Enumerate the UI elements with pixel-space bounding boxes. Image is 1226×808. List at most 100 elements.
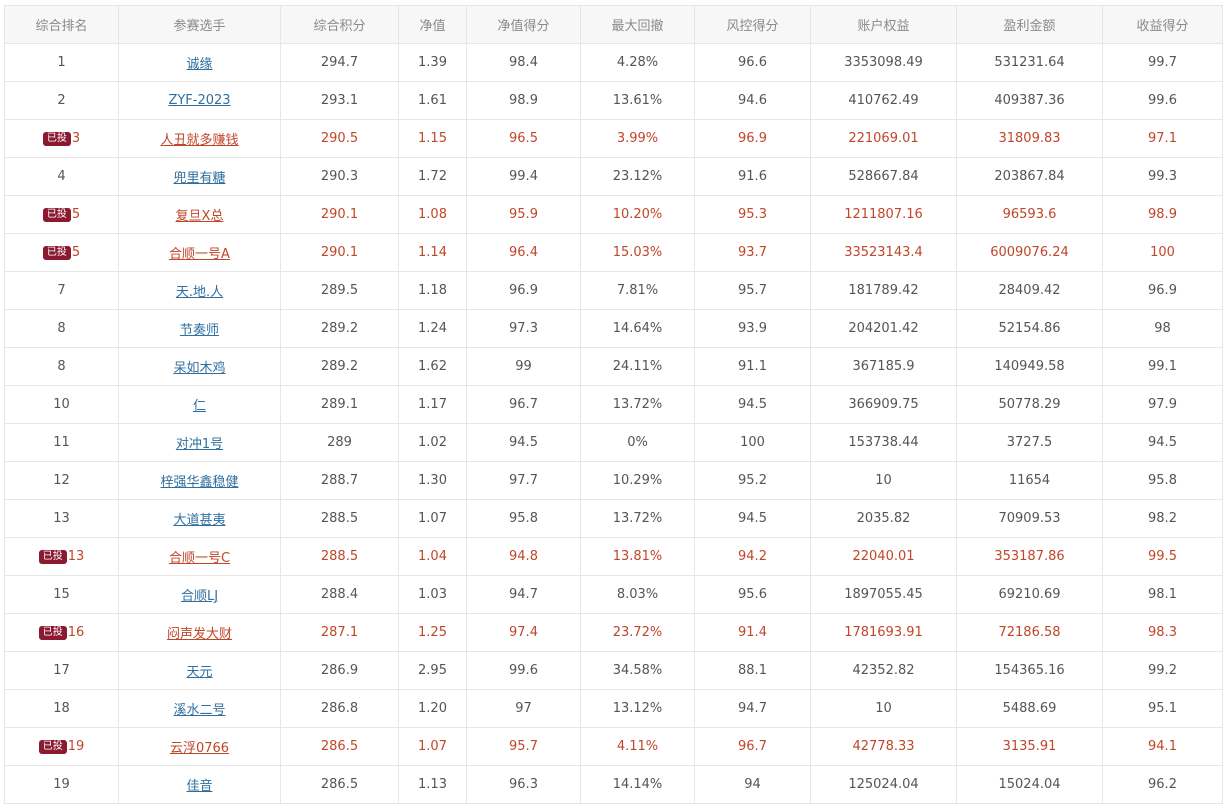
- rank-cell: 1: [4, 43, 119, 82]
- risk-score-cell: 93.7: [694, 233, 811, 272]
- table-row: 13 大道甚夷 288.5 1.07 95.8 13.72% 94.5 2035.82 7090…: [4, 499, 1223, 538]
- header-rank[interactable]: 综合排名: [4, 5, 119, 44]
- header-profit[interactable]: 盈利金额: [956, 5, 1103, 44]
- return-score-cell: 100: [1102, 233, 1223, 272]
- risk-score-cell: 96.6: [694, 43, 811, 82]
- player-link[interactable]: ZYF-2023: [168, 93, 231, 108]
- player-link[interactable]: 梓强华鑫稳健: [160, 475, 239, 490]
- table-row: 4 兜里有糖 290.3 1.72 99.4 23.12% 91.6 528667.84 203…: [4, 157, 1223, 196]
- nav-cell: 1.20: [398, 689, 467, 728]
- risk-score-cell: 94.5: [694, 499, 811, 538]
- header-risk-score[interactable]: 风控得分: [694, 5, 811, 44]
- rank-value: 15: [53, 587, 70, 602]
- nav-score-cell: 96.7: [466, 385, 581, 424]
- player-link[interactable]: 天元: [186, 665, 213, 680]
- rank-cell: 8: [4, 309, 119, 348]
- nav-score-cell: 99.4: [466, 157, 581, 196]
- equity-cell: 125024.04: [810, 765, 957, 804]
- max-drawdown-cell: 24.11%: [580, 347, 695, 386]
- return-score-cell: 99.7: [1102, 43, 1223, 82]
- profit-cell: 3727.5: [956, 423, 1103, 462]
- rank-value: 2: [57, 93, 66, 108]
- return-score-cell: 95.8: [1102, 461, 1223, 500]
- profit-cell: 531231.64: [956, 43, 1103, 82]
- player-cell: 合顺LJ: [118, 575, 281, 614]
- player-cell: 梓强华鑫稳健: [118, 461, 281, 500]
- header-max-drawdown[interactable]: 最大回撤: [580, 5, 695, 44]
- max-drawdown-cell: 14.14%: [580, 765, 695, 804]
- rank-cell: 8: [4, 347, 119, 386]
- player-link[interactable]: 天.地.人: [175, 285, 224, 300]
- header-nav-score[interactable]: 净值得分: [466, 5, 581, 44]
- nav-score-cell: 95.8: [466, 499, 581, 538]
- rank-value: 1: [57, 55, 66, 70]
- player-link[interactable]: 大道甚夷: [173, 513, 226, 528]
- invested-badge: 已投: [42, 208, 71, 222]
- return-score-cell: 98: [1102, 309, 1223, 348]
- player-link[interactable]: 兜里有糖: [173, 171, 226, 186]
- table-row: 已投 5 复旦X总 290.1 1.08 95.9 10.20% 95.3 1211807.16…: [4, 195, 1223, 234]
- table-row: 11 对冲1号 289 1.02 94.5 0% 100 153738.44 3727.5 94.…: [4, 423, 1223, 462]
- nav-cell: 1.72: [398, 157, 467, 196]
- nav-cell: 1.24: [398, 309, 467, 348]
- table-row: 已投 3 人丑就多赚钱 290.5 1.15 96.5 3.99% 96.9 221069.01…: [4, 119, 1223, 158]
- return-score-cell: 98.1: [1102, 575, 1223, 614]
- max-drawdown-cell: 7.81%: [580, 271, 695, 310]
- equity-cell: 181789.42: [810, 271, 957, 310]
- score-cell: 288.5: [280, 499, 399, 538]
- player-link[interactable]: 合顺一号A: [169, 247, 230, 262]
- header-row: 综合排名 参赛选手 综合积分 净值 净值得分 最大回撤 风控得分 账户权益 盈利金额 收益得分: [4, 5, 1223, 44]
- header-player[interactable]: 参赛选手: [118, 5, 281, 44]
- score-cell: 286.5: [280, 765, 399, 804]
- score-cell: 289: [280, 423, 399, 462]
- max-drawdown-cell: 13.72%: [580, 385, 695, 424]
- equity-cell: 1781693.91: [810, 613, 957, 652]
- player-link[interactable]: 呆如木鸡: [173, 361, 226, 376]
- nav-score-cell: 94.5: [466, 423, 581, 462]
- player-link[interactable]: 复旦X总: [175, 209, 224, 224]
- player-cell: 对冲1号: [118, 423, 281, 462]
- invested-badge: 已投: [42, 246, 71, 260]
- max-drawdown-cell: 14.64%: [580, 309, 695, 348]
- risk-score-cell: 96.7: [694, 727, 811, 766]
- player-link[interactable]: 人丑就多赚钱: [160, 133, 239, 148]
- risk-score-cell: 91.1: [694, 347, 811, 386]
- rank-value: 19: [67, 739, 85, 754]
- return-score-cell: 99.5: [1102, 537, 1223, 576]
- nav-score-cell: 98.4: [466, 43, 581, 82]
- rank-cell: 15: [4, 575, 119, 614]
- header-equity[interactable]: 账户权益: [810, 5, 957, 44]
- player-link[interactable]: 闷声发大财: [166, 627, 232, 642]
- player-link[interactable]: 云浮0766: [169, 741, 230, 756]
- equity-cell: 42352.82: [810, 651, 957, 690]
- risk-score-cell: 88.1: [694, 651, 811, 690]
- player-link[interactable]: 合顺一号C: [168, 551, 231, 566]
- invested-badge: 已投: [38, 626, 67, 640]
- player-link[interactable]: 合顺LJ: [180, 589, 219, 604]
- table-row: 已投 19 云浮0766 286.5 1.07 95.7 4.11% 96.7 42778.33…: [4, 727, 1223, 766]
- risk-score-cell: 96.9: [694, 119, 811, 158]
- rank-value: 7: [57, 283, 66, 298]
- profit-cell: 70909.53: [956, 499, 1103, 538]
- header-nav[interactable]: 净值: [398, 5, 467, 44]
- player-cell: 人丑就多赚钱: [118, 119, 281, 158]
- player-cell: 诚缘: [118, 43, 281, 82]
- player-cell: 呆如木鸡: [118, 347, 281, 386]
- player-link[interactable]: 溪水二号: [173, 703, 226, 718]
- player-link[interactable]: 佳音: [186, 779, 213, 794]
- header-score[interactable]: 综合积分: [280, 5, 399, 44]
- return-score-cell: 99.1: [1102, 347, 1223, 386]
- equity-cell: 2035.82: [810, 499, 957, 538]
- player-link[interactable]: 对冲1号: [175, 437, 224, 452]
- max-drawdown-cell: 13.81%: [580, 537, 695, 576]
- max-drawdown-cell: 23.72%: [580, 613, 695, 652]
- header-return-score[interactable]: 收益得分: [1102, 5, 1223, 44]
- rank-value: 3: [71, 131, 81, 146]
- player-link[interactable]: 诚缘: [186, 57, 213, 72]
- player-link[interactable]: 仁: [192, 399, 206, 414]
- equity-cell: 22040.01: [810, 537, 957, 576]
- rank-value: 11: [53, 435, 70, 450]
- profit-cell: 96593.6: [956, 195, 1103, 234]
- player-link[interactable]: 节奏师: [179, 323, 219, 338]
- player-cell: 大道甚夷: [118, 499, 281, 538]
